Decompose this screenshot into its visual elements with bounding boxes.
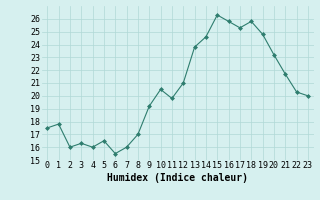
X-axis label: Humidex (Indice chaleur): Humidex (Indice chaleur) <box>107 173 248 183</box>
